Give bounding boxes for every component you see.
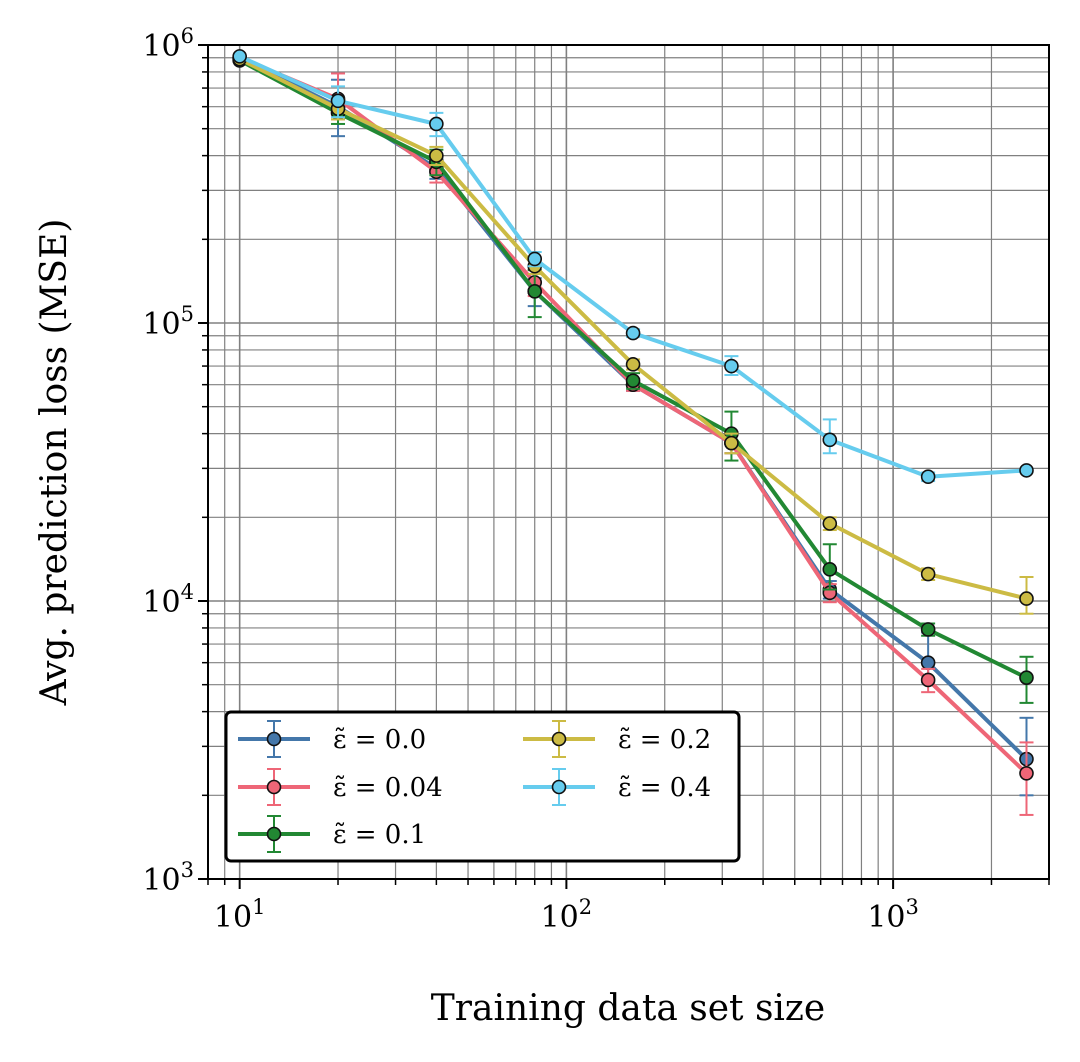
legend-marker (266, 731, 282, 747)
data-point (724, 435, 739, 451)
legend: ε̃ = 0.0 ε̃ = 0.04 ε̃ = 0.1 ε̃ = 0.2 ε̃ = 0.… (224, 710, 741, 863)
y-tick-label: 103 (142, 858, 194, 898)
data-point (1019, 591, 1034, 606)
x-tick-label: 102 (541, 895, 593, 935)
legend-label: ε̃ = 0.1 (333, 820, 426, 850)
y-tick-label: 106 (142, 24, 194, 64)
data-point (232, 49, 247, 64)
x-tick-label: 101 (214, 895, 266, 935)
data-point (822, 432, 838, 448)
legend-marker (266, 779, 282, 795)
data-point (625, 373, 641, 389)
plot-frame (207, 44, 1050, 880)
legend-marker (551, 779, 567, 795)
data-point (429, 148, 444, 163)
data-point (429, 116, 444, 132)
x-axis-label: Training data set size (431, 988, 825, 1029)
legend-item: ε̃ = 0.04 (238, 768, 443, 806)
axis-ticks (198, 44, 1050, 889)
data-point (724, 358, 739, 374)
data-series (232, 49, 1034, 816)
tick-labels: 101 102 103 103 104 105 106 (142, 24, 918, 935)
legend-item: ε̃ = 0.1 (238, 815, 426, 853)
legend-item: ε̃ = 0.0 (238, 720, 426, 758)
data-point (527, 284, 543, 299)
legend-label: ε̃ = 0.2 (618, 725, 711, 755)
y-tick-label: 105 (142, 302, 194, 342)
legend-label: ε̃ = 0.04 (333, 773, 443, 803)
legend-label: ε̃ = 0.4 (618, 773, 711, 803)
legend-item: ε̃ = 0.2 (523, 720, 711, 758)
data-point (920, 622, 936, 637)
data-point (527, 251, 543, 267)
legend-label: ε̃ = 0.0 (333, 725, 426, 755)
series-4 (232, 49, 1034, 484)
data-point (1019, 766, 1034, 781)
x-tick-label: 103 (867, 895, 919, 935)
data-point (822, 516, 838, 531)
data-point (1019, 463, 1034, 478)
data-point (822, 562, 838, 577)
y-axis-label: Avg. prediction loss (MSE) (34, 219, 75, 707)
data-point (920, 672, 936, 688)
data-point (920, 655, 936, 670)
legend-item: ε̃ = 0.4 (523, 768, 711, 806)
data-point (920, 469, 936, 484)
data-point (625, 325, 641, 341)
legend-box (224, 710, 741, 863)
y-tick-label: 104 (142, 580, 194, 620)
data-point (330, 93, 346, 109)
data-point (625, 357, 641, 372)
data-point (920, 566, 936, 582)
legend-marker (266, 826, 282, 842)
data-point (1019, 670, 1034, 685)
legend-marker (551, 731, 567, 747)
